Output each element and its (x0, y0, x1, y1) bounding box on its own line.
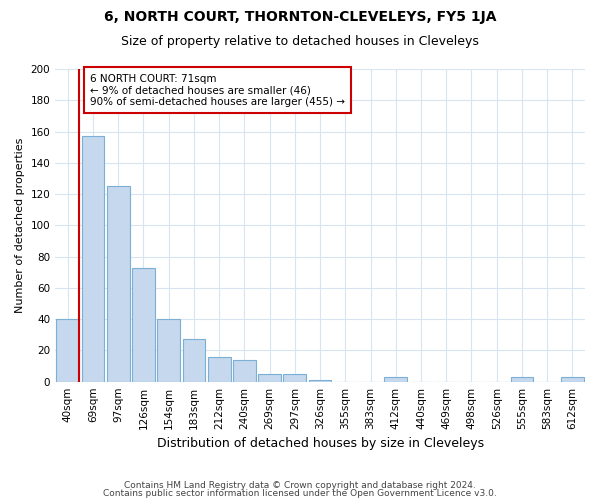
Text: 6, NORTH COURT, THORNTON-CLEVELEYS, FY5 1JA: 6, NORTH COURT, THORNTON-CLEVELEYS, FY5 … (104, 10, 496, 24)
Bar (309, 380, 331, 382)
Text: Size of property relative to detached houses in Cleveleys: Size of property relative to detached ho… (121, 35, 479, 48)
Y-axis label: Number of detached properties: Number of detached properties (15, 138, 25, 313)
Bar (107, 186, 130, 382)
Bar (157, 319, 180, 382)
Text: 6 NORTH COURT: 71sqm
← 9% of detached houses are smaller (46)
90% of semi-detach: 6 NORTH COURT: 71sqm ← 9% of detached ho… (90, 74, 345, 107)
Bar (82, 136, 104, 382)
Text: Contains public sector information licensed under the Open Government Licence v3: Contains public sector information licen… (103, 488, 497, 498)
Bar (511, 377, 533, 382)
Bar (233, 360, 256, 382)
Bar (56, 319, 79, 382)
Bar (132, 268, 155, 382)
Bar (258, 374, 281, 382)
Bar (182, 340, 205, 382)
Bar (208, 356, 230, 382)
Bar (561, 377, 584, 382)
Bar (283, 374, 306, 382)
X-axis label: Distribution of detached houses by size in Cleveleys: Distribution of detached houses by size … (157, 437, 484, 450)
Bar (385, 377, 407, 382)
Text: Contains HM Land Registry data © Crown copyright and database right 2024.: Contains HM Land Registry data © Crown c… (124, 481, 476, 490)
